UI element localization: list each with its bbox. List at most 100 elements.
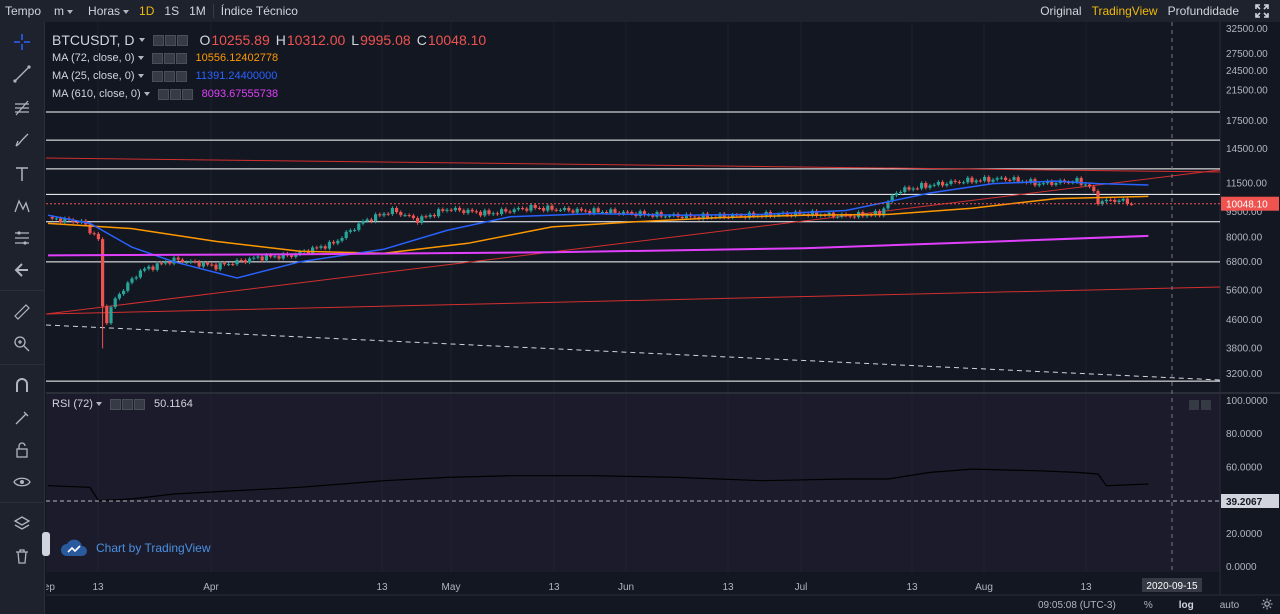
candle-body — [470, 209, 474, 212]
candle-body — [915, 188, 919, 190]
candle-body — [277, 256, 281, 259]
view-depth-tab[interactable]: Profundidade — [1167, 4, 1239, 18]
interval-1m[interactable]: 1M — [189, 4, 206, 18]
candle-body — [941, 181, 945, 186]
interval-dropdown[interactable]: m — [46, 0, 83, 22]
candle-body — [479, 211, 483, 216]
candle-body — [458, 207, 462, 211]
time-label: Tempo — [5, 4, 42, 18]
candle-body — [516, 208, 520, 210]
chart-area[interactable]: 32500.00 27500.00 24500.00 21500.00 17500.00… — [46, 22, 1280, 614]
candle-body — [176, 257, 180, 260]
text-tool-icon[interactable] — [10, 162, 34, 186]
legend-buttons[interactable] — [157, 88, 194, 100]
candle-body — [420, 216, 424, 223]
candle-body — [739, 215, 743, 217]
candle-body — [1079, 178, 1083, 185]
chevron-down-icon[interactable] — [137, 56, 144, 60]
candle-body — [550, 205, 554, 210]
settings-icon[interactable] — [1261, 598, 1273, 613]
legend-buttons[interactable] — [153, 34, 189, 46]
candle-body — [483, 210, 487, 216]
price-chart[interactable]: 32500.00 27500.00 24500.00 21500.00 17500.00… — [46, 22, 1280, 614]
chevron-down-icon[interactable] — [139, 38, 146, 42]
hours-dropdown[interactable]: Horas — [83, 0, 134, 22]
legend-buttons[interactable] — [109, 398, 146, 410]
open-value: 10255.89 — [211, 32, 270, 48]
view-original-tab[interactable]: Original — [1040, 4, 1082, 18]
crosshair-date-tag — [1142, 578, 1202, 592]
log-toggle[interactable]: log — [1178, 599, 1194, 611]
rsi-legend: RSI (72) 50.1164 — [52, 398, 193, 410]
candle-body — [239, 260, 243, 262]
rsi-label[interactable]: RSI (72) — [52, 398, 93, 410]
candle-body — [533, 204, 537, 208]
layers-icon[interactable] — [10, 512, 34, 536]
candle-body — [869, 214, 873, 216]
trend-line-icon[interactable] — [10, 62, 34, 86]
candle-body — [332, 241, 336, 244]
ma25-label[interactable]: MA (25, close, 0) — [52, 70, 135, 82]
back-arrow-icon[interactable] — [10, 258, 34, 282]
candle-body — [584, 210, 588, 212]
candle-body — [168, 261, 172, 264]
candle-body — [983, 176, 987, 181]
ma610-label[interactable]: MA (610, close, 0) — [52, 88, 141, 100]
tradingview-watermark[interactable]: Chart by TradingView — [60, 537, 211, 559]
pattern-tool-icon[interactable] — [10, 194, 34, 218]
auto-toggle[interactable]: auto — [1219, 599, 1240, 611]
crosshair-icon[interactable] — [10, 30, 34, 54]
forecast-tool-icon[interactable] — [10, 226, 34, 250]
chevron-down-icon[interactable] — [95, 402, 102, 406]
lock-icon[interactable] — [10, 438, 34, 462]
view-switcher: Original TradingView Profundidade — [1035, 0, 1280, 22]
scroll-handle[interactable] — [42, 532, 50, 556]
legend-buttons[interactable] — [151, 70, 188, 82]
candle-body — [1117, 200, 1121, 202]
pane-control-button[interactable] — [1189, 400, 1199, 410]
interval-1d[interactable]: 1D — [139, 4, 155, 18]
candle-body — [378, 214, 382, 216]
candle-body — [722, 213, 726, 218]
watermark-text: Chart by TradingView — [96, 541, 211, 555]
candle-body — [1008, 180, 1012, 182]
candle-body — [693, 216, 697, 218]
candle-body — [642, 211, 646, 215]
close-value: 10048.10 — [427, 32, 487, 48]
candle-body — [962, 182, 966, 184]
candle-body — [630, 211, 634, 214]
pane-control-button[interactable] — [1201, 400, 1211, 410]
brush-icon[interactable] — [10, 128, 34, 152]
fullscreen-icon[interactable] — [1252, 0, 1272, 22]
eye-icon[interactable] — [10, 470, 34, 494]
interval-1s[interactable]: 1S — [164, 4, 180, 18]
chevron-down-icon[interactable] — [137, 74, 144, 78]
candle-body — [827, 212, 831, 216]
price-tick-label: 3800.00 — [1226, 343, 1263, 354]
candle-body — [327, 241, 331, 249]
candle-body — [185, 262, 189, 264]
symbol-label[interactable]: BTCUSDT, D — [52, 32, 135, 48]
ma72-label[interactable]: MA (72, close, 0) — [52, 52, 135, 64]
candle-body — [109, 307, 113, 324]
candle-body — [945, 183, 949, 186]
stay-drawing-icon[interactable] — [10, 406, 34, 430]
candle-body — [1125, 198, 1129, 204]
candle-body — [264, 254, 268, 261]
indicators-button[interactable]: Índice Técnico — [220, 4, 298, 18]
zoom-in-icon[interactable] — [10, 332, 34, 356]
time-tick-label: 13 — [92, 582, 104, 593]
candle-body — [395, 208, 399, 213]
fib-tool-icon[interactable] — [10, 96, 34, 120]
trash-icon[interactable] — [10, 544, 34, 568]
legend-buttons[interactable] — [151, 52, 188, 64]
chevron-down-icon[interactable] — [143, 92, 150, 96]
view-tradingview-tab[interactable]: TradingView — [1091, 4, 1158, 18]
percent-toggle[interactable]: % — [1143, 599, 1153, 611]
ruler-icon[interactable] — [10, 300, 34, 324]
candle-body — [626, 211, 630, 213]
candle-body — [214, 264, 218, 270]
candle-body — [491, 213, 495, 215]
candle-body — [269, 254, 273, 257]
magnet-icon[interactable] — [10, 374, 34, 398]
